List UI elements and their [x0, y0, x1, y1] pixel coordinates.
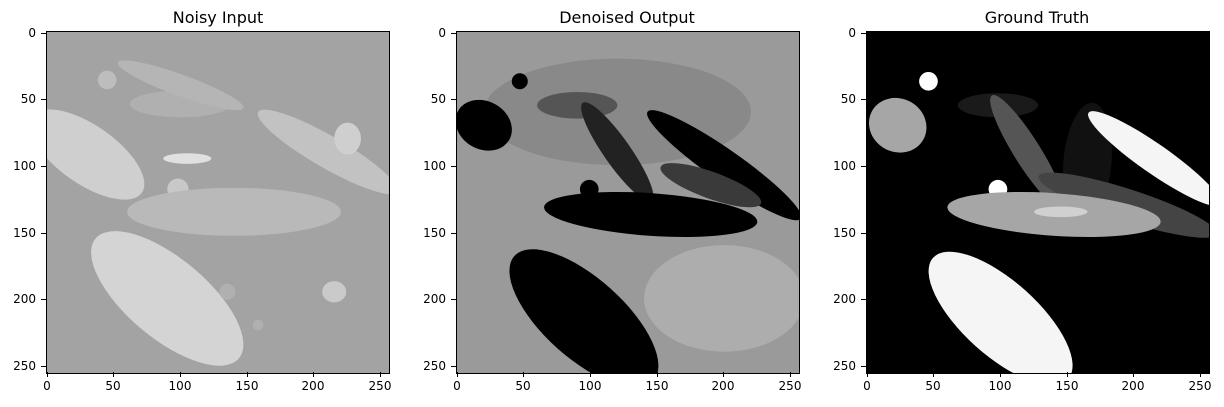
x-tick-label: 50: [515, 379, 531, 393]
x-tick-label: 0: [863, 379, 871, 393]
x-tick-label: 100: [168, 379, 192, 393]
x-tick-label: 250: [1188, 379, 1212, 393]
x-tick-label: 250: [368, 379, 392, 393]
panel-title: Denoised Output: [559, 8, 695, 27]
y-tick-label: 0: [438, 26, 446, 40]
x-tick-label: 0: [453, 379, 461, 393]
x-tick-label: 250: [778, 379, 802, 393]
y-tick-label: 250: [423, 359, 446, 373]
y-tick-label: 200: [833, 292, 856, 306]
panel-noisy-input: Noisy Input 0 50 100 150 200: [0, 0, 400, 407]
y-tick-label: 100: [13, 159, 36, 173]
y-tick-label: 150: [13, 226, 36, 240]
x-tick-label: 100: [578, 379, 602, 393]
y-tick-label: 250: [13, 359, 36, 373]
y-tick-label: 100: [833, 159, 856, 173]
y-tick-label: 0: [28, 26, 36, 40]
y-tick-label: 150: [423, 226, 446, 240]
y-tick-label: 200: [13, 292, 36, 306]
y-tick-label: 100: [423, 159, 446, 173]
x-tick-label: 100: [988, 379, 1012, 393]
x-tick-label: 50: [105, 379, 121, 393]
y-tick-label: 50: [840, 92, 856, 106]
y-tick-label: 50: [430, 92, 446, 106]
x-tick-label: 200: [1121, 379, 1145, 393]
x-tick-label: 200: [301, 379, 325, 393]
x-tick-label: 150: [1055, 379, 1079, 393]
panel-ground-truth: Ground Truth 0 50 100 150 200 250: [820, 0, 1220, 407]
noisy-input-image: [46, 31, 390, 374]
denoised-output-image: [456, 31, 800, 374]
panel-title: Noisy Input: [172, 8, 264, 27]
x-tick-label: 150: [645, 379, 669, 393]
panel-title: Ground Truth: [984, 8, 1090, 27]
x-tick-label: 0: [43, 379, 51, 393]
y-tick-label: 50: [20, 92, 36, 106]
x-tick-label: 150: [235, 379, 259, 393]
y-tick-label: 0: [848, 26, 856, 40]
x-tick-label: 200: [711, 379, 735, 393]
ground-truth-image: [866, 31, 1210, 374]
y-tick-label: 150: [833, 226, 856, 240]
y-tick-label: 200: [423, 292, 446, 306]
y-tick-label: 250: [833, 359, 856, 373]
panel-denoised-output: Denoised Output 0 50 100 150 200 250: [410, 0, 810, 407]
x-tick-label: 50: [925, 379, 941, 393]
